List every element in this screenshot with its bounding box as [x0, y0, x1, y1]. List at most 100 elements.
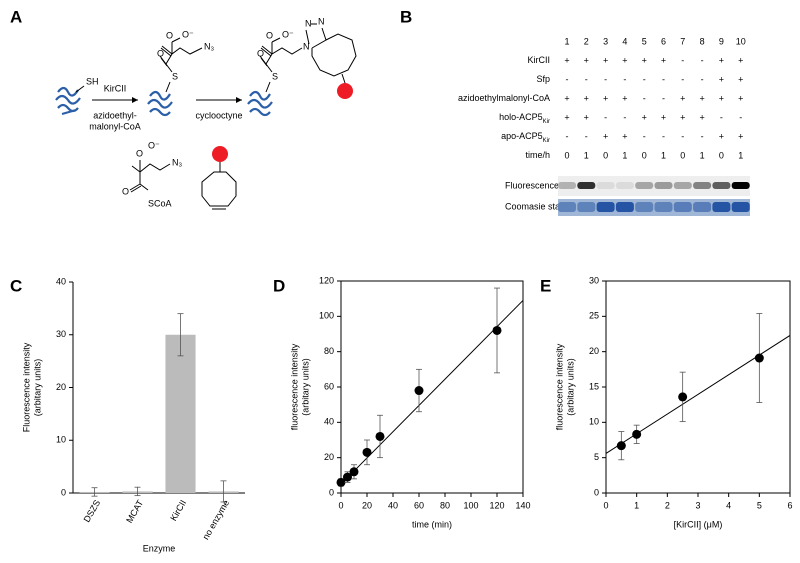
atom-label: O — [166, 30, 173, 40]
arrow-head — [132, 97, 138, 103]
cell: - — [681, 74, 684, 84]
atom-label: O — [136, 148, 143, 158]
x-tick-label: 100 — [463, 500, 478, 510]
lane-number: 9 — [719, 36, 724, 46]
cell: - — [643, 131, 646, 141]
panel-label: B — [400, 7, 412, 26]
y-tick-label: 40 — [324, 417, 334, 427]
cell: + — [564, 112, 569, 122]
cell: - — [604, 74, 607, 84]
lane-number: 7 — [680, 36, 685, 46]
atom-label: SH — [86, 76, 99, 86]
cell: + — [564, 93, 569, 103]
x-tick-label: 120 — [489, 500, 504, 510]
row-label-text: holo-ACP5 — [499, 112, 543, 122]
atom-label: SCoA — [148, 198, 172, 208]
gel-band — [693, 182, 712, 189]
cell: + — [680, 93, 685, 103]
atom-label: O — [122, 186, 129, 196]
gel-band — [654, 202, 673, 212]
atom-label: O — [157, 48, 164, 58]
y-tick-label: 60 — [324, 381, 334, 391]
y-tick-label: 30 — [56, 329, 66, 339]
reagent-label: KirCII — [104, 83, 127, 93]
cell: 1 — [622, 150, 627, 160]
reagent-label: malonyl-CoA — [89, 121, 141, 131]
lane-number: 4 — [622, 36, 627, 46]
x-tick-label: MCAT — [124, 498, 145, 525]
y-tick-label: 80 — [324, 346, 334, 356]
y-axis-label: (arbitary units) — [565, 358, 575, 416]
cell: + — [564, 55, 569, 65]
cell: + — [584, 112, 589, 122]
data-point — [362, 447, 372, 457]
atom-label: O⁻ — [282, 29, 294, 39]
y-tick-label: 0 — [594, 487, 599, 497]
data-point — [375, 431, 385, 441]
cell: - — [623, 112, 626, 122]
y-tick-label: 30 — [589, 275, 599, 285]
lane-number: 10 — [736, 36, 746, 46]
x-tick-label: 40 — [388, 500, 398, 510]
row-label-subscript: Kir — [543, 119, 550, 125]
protein-icon — [247, 90, 273, 117]
cell: 0 — [603, 150, 608, 160]
cell: + — [738, 93, 743, 103]
stain-label: Fluorescence — [505, 180, 559, 190]
row-label-text: time/h — [525, 150, 550, 160]
y-tick-label: 20 — [589, 346, 599, 356]
x-tick-label: 3 — [695, 500, 700, 510]
reagent-label: cyclooctyne — [195, 110, 242, 120]
cell: - — [643, 93, 646, 103]
gel-band — [615, 182, 634, 189]
x-axis-label: [KirCII] (μM) — [674, 519, 723, 529]
stain-label: Coomasie stain — [505, 201, 567, 211]
x-axis-label: time (min) — [412, 519, 452, 529]
y-tick-label: 10 — [589, 417, 599, 427]
data-point — [616, 441, 626, 451]
cell: 1 — [700, 150, 705, 160]
cell: - — [662, 74, 665, 84]
panel-label: C — [10, 276, 22, 295]
cell: + — [738, 131, 743, 141]
gel-band — [654, 182, 673, 189]
gel-band — [635, 202, 654, 212]
cell: + — [642, 55, 647, 65]
y-tick-label: 120 — [319, 275, 334, 285]
y-tick-label: 25 — [589, 311, 599, 321]
cell: + — [603, 55, 608, 65]
x-tick-label: 0 — [603, 500, 608, 510]
cell: + — [622, 55, 627, 65]
cell: - — [681, 131, 684, 141]
atom-label: O⁻ — [148, 140, 160, 150]
x-tick-label: DSZS — [82, 498, 103, 524]
y-tick-label: 100 — [319, 311, 334, 321]
x-tick-label: 0 — [338, 500, 343, 510]
lane-number: 5 — [642, 36, 647, 46]
gel-band — [615, 202, 634, 212]
cell: + — [680, 112, 685, 122]
atom-label: N₃ — [172, 157, 182, 167]
cell: - — [681, 55, 684, 65]
gel-band — [731, 182, 750, 189]
x-tick-label: 4 — [726, 500, 731, 510]
cell: - — [585, 131, 588, 141]
cell: + — [699, 93, 704, 103]
lane-number: 6 — [661, 36, 666, 46]
atom-label: N₃ — [204, 41, 214, 51]
plot-frame — [340, 280, 524, 494]
cell: + — [622, 93, 627, 103]
gel-band — [673, 202, 692, 212]
chart: 0 10 20 30 40 Fluorescence intensity (arbitary… — [21, 276, 245, 553]
gel-band — [635, 182, 654, 189]
panel-label: D — [273, 276, 285, 295]
cell: 1 — [738, 150, 743, 160]
lane-number: 2 — [584, 36, 589, 46]
x-tick-label: 5 — [757, 500, 762, 510]
data-point — [678, 392, 688, 402]
cell: + — [699, 112, 704, 122]
data-point — [349, 467, 359, 477]
cell: - — [701, 131, 704, 141]
